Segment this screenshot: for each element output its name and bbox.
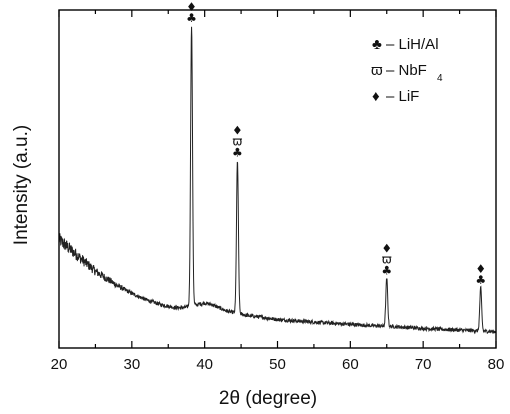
legend-label-nbf4-subscript: 4 <box>437 73 443 84</box>
lif-marker: ♦ <box>186 0 197 14</box>
x-tick-label: 50 <box>269 356 286 373</box>
lih-al-marker: ♣ <box>475 273 486 287</box>
peak-markers: ♦♣♦ϖ♣♦ϖ♣ ♦♣ <box>186 0 486 287</box>
y-axis-title: Intensity (a.u.) <box>11 125 32 245</box>
legend-symbol-lih-al: ♣ <box>372 36 382 53</box>
lih-al-marker: ♣ <box>232 146 243 160</box>
axis-ticks <box>58 10 497 348</box>
lih-al-marker: ♣ <box>186 11 197 25</box>
legend-label-lif: – LiF <box>386 88 419 105</box>
legend-symbol-lif: ♦ <box>372 88 380 105</box>
x-tick-label: 80 <box>488 356 505 373</box>
legend-symbol-nbf4: ϖ <box>371 62 383 79</box>
x-axis-title: 2θ (degree) <box>219 388 317 409</box>
plot-frame <box>58 9 497 349</box>
x-tick-label: 40 <box>196 356 213 373</box>
legend: ♣ – LiH/Al ϖ – NbF 4 ♦ – LiF <box>371 36 443 105</box>
x-tick-label: 70 <box>415 356 432 373</box>
x-tick-labels: 20 30 40 50 60 70 80 <box>51 356 505 373</box>
lif-marker: ♦ <box>381 242 392 256</box>
nbf4-marker: ϖ <box>382 253 392 267</box>
xrd-pattern-line <box>58 26 497 335</box>
legend-label-nbf4: – NbF <box>386 62 427 79</box>
x-tick-label: 60 <box>342 356 359 373</box>
lif-marker: ♦ <box>232 124 243 138</box>
legend-label-lih-al: – LiH/Al <box>386 36 439 53</box>
x-tick-label: 30 <box>123 356 140 373</box>
lif-marker: ♦ <box>475 262 486 276</box>
x-tick-label: 20 <box>51 356 68 373</box>
lih-al-marker: ♣ <box>381 264 392 278</box>
nbf4-marker: ϖ <box>232 135 242 149</box>
